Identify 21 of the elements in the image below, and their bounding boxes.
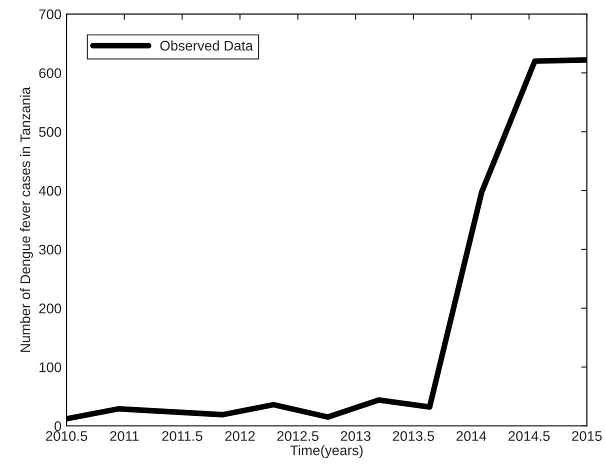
- y-tick-label: 700: [39, 9, 62, 20]
- x-axis-title: Time(years): [290, 445, 363, 458]
- x-tick-label: 2010.5: [46, 431, 88, 441]
- y-axis-title: Number of Dengue fever cases in Tanzania: [20, 86, 33, 352]
- y-tick-label: 500: [39, 127, 62, 137]
- x-tick-label: 2011.5: [162, 431, 202, 441]
- x-tick-label: 2012: [225, 431, 255, 441]
- y-tick-label: 100: [40, 362, 62, 372]
- x-tick-label: 2014.5: [508, 431, 550, 441]
- legend-label: Observed Data: [160, 40, 254, 51]
- y-tick-label: 200: [39, 304, 62, 314]
- x-tick-label: 2015: [572, 431, 602, 441]
- y-tick-label: 300: [39, 244, 62, 255]
- x-tick-label: 2011: [110, 431, 139, 441]
- x-tick-label: 2013.5: [392, 431, 434, 441]
- y-tick-label: 600: [39, 68, 62, 78]
- x-tick-label: 2014: [456, 431, 486, 441]
- y-tick-label: 0: [54, 421, 62, 432]
- x-tick-label: 2013: [340, 431, 370, 441]
- y-tick-label: 400: [38, 186, 62, 196]
- x-tick-label: 2012.5: [277, 431, 318, 441]
